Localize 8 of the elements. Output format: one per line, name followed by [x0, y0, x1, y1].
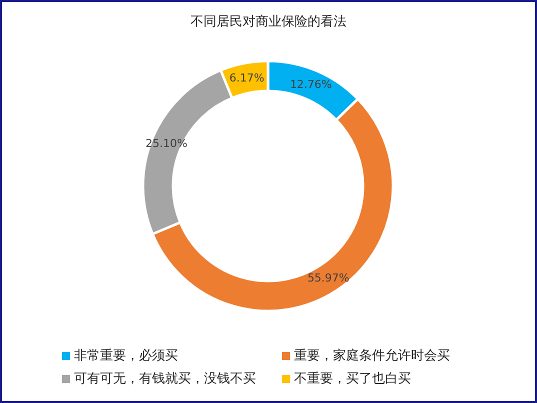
- legend-label: 非常重要，必须买: [74, 348, 178, 364]
- legend-label: 可有可无，有钱就买，没钱不买: [74, 372, 256, 386]
- legend-label: 重要，家庭条件允许时会买: [294, 348, 450, 364]
- data-label: 55.97%: [307, 271, 350, 284]
- data-label: 12.76%: [290, 78, 332, 92]
- legend-label: 不重要，买了也白买: [294, 372, 411, 386]
- chart-title: 不同居民对商业保险的看法: [190, 14, 346, 30]
- data-label: 6.17%: [229, 72, 264, 85]
